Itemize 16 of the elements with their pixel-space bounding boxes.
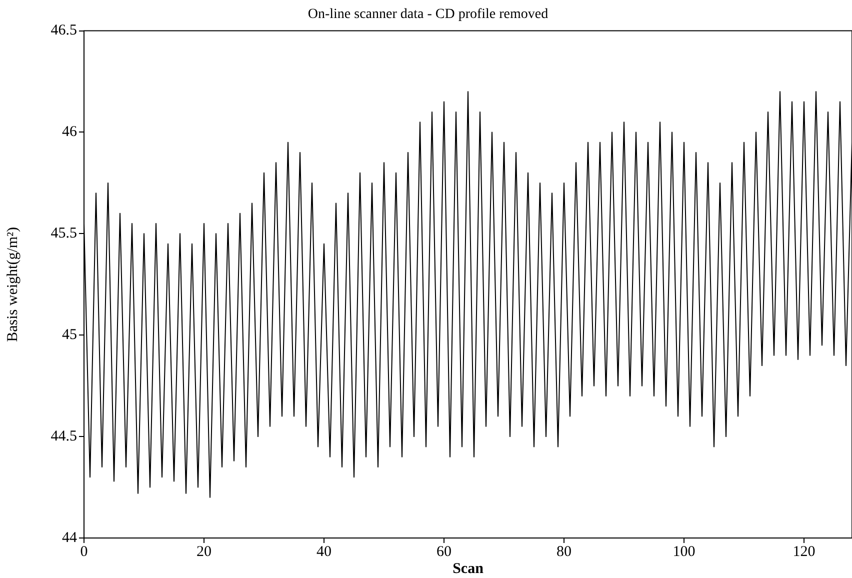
y-tick-label: 44.5 [50,428,77,444]
x-tick-label: 80 [556,544,572,560]
x-tick-label: 0 [80,544,88,560]
y-tick-label: 44 [62,530,78,546]
x-tick-label: 100 [672,544,696,560]
y-tick-label: 45 [62,327,77,344]
y-tick-label: 46.5 [50,22,77,39]
chart-title: On-line scanner data - CD profile removed [308,7,548,22]
x-tick-label: 120 [792,544,816,560]
y-tick-label: 46 [62,124,78,140]
y-axis-title: Basis weight(g/m²) [4,226,21,342]
y-tick-label: 45.5 [50,226,77,242]
x-tick-label: 60 [436,544,452,560]
x-axis-title: Scan [452,560,484,577]
x-tick-label: 20 [196,544,212,560]
x-tick-label: 40 [316,544,332,560]
